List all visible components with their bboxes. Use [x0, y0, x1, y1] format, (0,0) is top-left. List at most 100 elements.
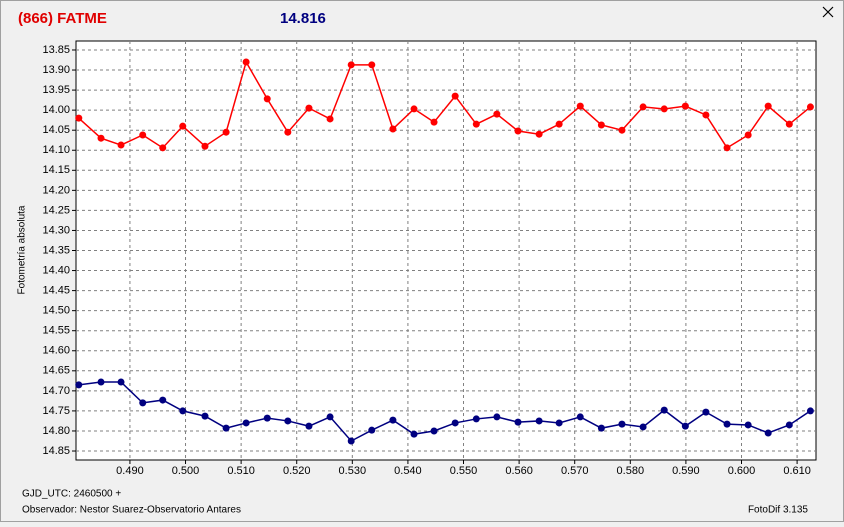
- data-point: [97, 134, 105, 142]
- y-tick-label: 14.35: [42, 244, 70, 256]
- data-point: [451, 419, 459, 427]
- data-point: [410, 105, 418, 113]
- y-tick-label: 14.20: [42, 184, 70, 196]
- data-point: [97, 378, 105, 386]
- data-point: [806, 103, 814, 111]
- y-tick-label: 14.50: [42, 305, 70, 317]
- data-point: [764, 429, 772, 437]
- data-point: [139, 131, 147, 139]
- y-tick-label: 14.40: [42, 264, 70, 276]
- data-point: [702, 111, 710, 119]
- x-tick-label: 0.580: [617, 465, 645, 477]
- data-point: [535, 417, 543, 425]
- x-tick-label: 0.490: [116, 465, 144, 477]
- data-point: [179, 122, 187, 130]
- y-tick-label: 14.75: [42, 405, 70, 417]
- x-tick-label: 0.610: [783, 465, 811, 477]
- data-point: [493, 110, 501, 118]
- data-point: [493, 413, 501, 421]
- data-point: [576, 102, 584, 110]
- data-point: [117, 378, 125, 386]
- y-tick-label: 14.30: [42, 224, 70, 236]
- data-point: [139, 399, 147, 407]
- data-point: [389, 416, 397, 424]
- y-tick-label: 14.10: [42, 144, 70, 156]
- data-point: [159, 144, 167, 152]
- close-icon[interactable]: [822, 6, 834, 18]
- y-tick-label: 14.85: [42, 445, 70, 457]
- data-point: [535, 130, 543, 138]
- x-tick-label: 0.500: [172, 465, 200, 477]
- x-tick-label: 0.590: [672, 465, 700, 477]
- y-tick-label: 14.25: [42, 204, 70, 216]
- data-point: [159, 396, 167, 404]
- data-point: [179, 407, 187, 415]
- chart-subtitle: 14.816: [280, 10, 326, 27]
- data-point: [263, 414, 271, 422]
- x-tick-label: 0.530: [339, 465, 367, 477]
- data-point: [389, 125, 397, 133]
- y-tick-label: 14.55: [42, 325, 70, 337]
- data-point: [681, 422, 689, 430]
- y-tick-label: 14.60: [42, 345, 70, 357]
- series-line: [78, 381, 811, 442]
- x-tick-label: 0.560: [505, 465, 533, 477]
- footer-right: FotoDif 3.135: [748, 505, 808, 516]
- data-point: [75, 381, 83, 389]
- data-point: [744, 421, 752, 429]
- y-tick-label: 13.90: [42, 64, 70, 76]
- x-tick-label: 0.540: [394, 465, 422, 477]
- data-point: [117, 141, 125, 149]
- y-tick-label: 14.15: [42, 164, 70, 176]
- data-point: [347, 437, 355, 445]
- data-point: [263, 95, 271, 103]
- data-point: [430, 427, 438, 435]
- data-point: [618, 420, 626, 428]
- data-point: [201, 142, 209, 150]
- x-axis-label: GJD_UTC: 2460500 +: [22, 489, 121, 500]
- data-point: [514, 127, 522, 135]
- data-point: [326, 115, 334, 123]
- data-point: [639, 423, 647, 431]
- data-point: [681, 102, 689, 110]
- y-axis-label: Fotometría absoluta: [17, 205, 28, 294]
- data-point: [201, 412, 209, 420]
- y-tick-label: 14.05: [42, 124, 70, 136]
- data-point: [723, 420, 731, 428]
- data-point: [430, 118, 438, 126]
- data-point: [75, 114, 83, 122]
- data-point: [326, 413, 334, 421]
- data-point: [410, 430, 418, 438]
- data-point: [472, 120, 480, 128]
- y-tick-label: 14.65: [42, 365, 70, 377]
- data-point: [222, 128, 230, 136]
- data-point: [305, 104, 313, 112]
- data-point: [785, 120, 793, 128]
- data-point: [242, 58, 250, 66]
- data-point: [597, 424, 605, 432]
- x-tick-label: 0.520: [283, 465, 311, 477]
- data-point: [222, 424, 230, 432]
- data-point: [806, 407, 814, 415]
- data-point: [576, 413, 584, 421]
- x-tick-label: 0.510: [227, 465, 255, 477]
- x-tick-label: 0.550: [450, 465, 478, 477]
- y-tick-label: 13.85: [42, 44, 70, 56]
- y-tick-label: 14.80: [42, 425, 70, 437]
- y-tick-label: 14.45: [42, 285, 70, 297]
- data-point: [597, 121, 605, 129]
- data-point: [305, 422, 313, 430]
- data-point: [639, 103, 647, 111]
- chart-title: (866) FATME: [18, 10, 107, 27]
- data-point: [242, 419, 250, 427]
- data-point: [744, 131, 752, 139]
- data-point: [618, 126, 626, 134]
- data-point: [660, 105, 668, 113]
- close-button[interactable]: [816, 2, 840, 22]
- y-tick-label: 14.00: [42, 104, 70, 116]
- data-point: [555, 419, 563, 427]
- x-tick-label: 0.570: [561, 465, 589, 477]
- x-tick-label: 0.600: [728, 465, 756, 477]
- data-point: [702, 408, 710, 416]
- data-point: [555, 120, 563, 128]
